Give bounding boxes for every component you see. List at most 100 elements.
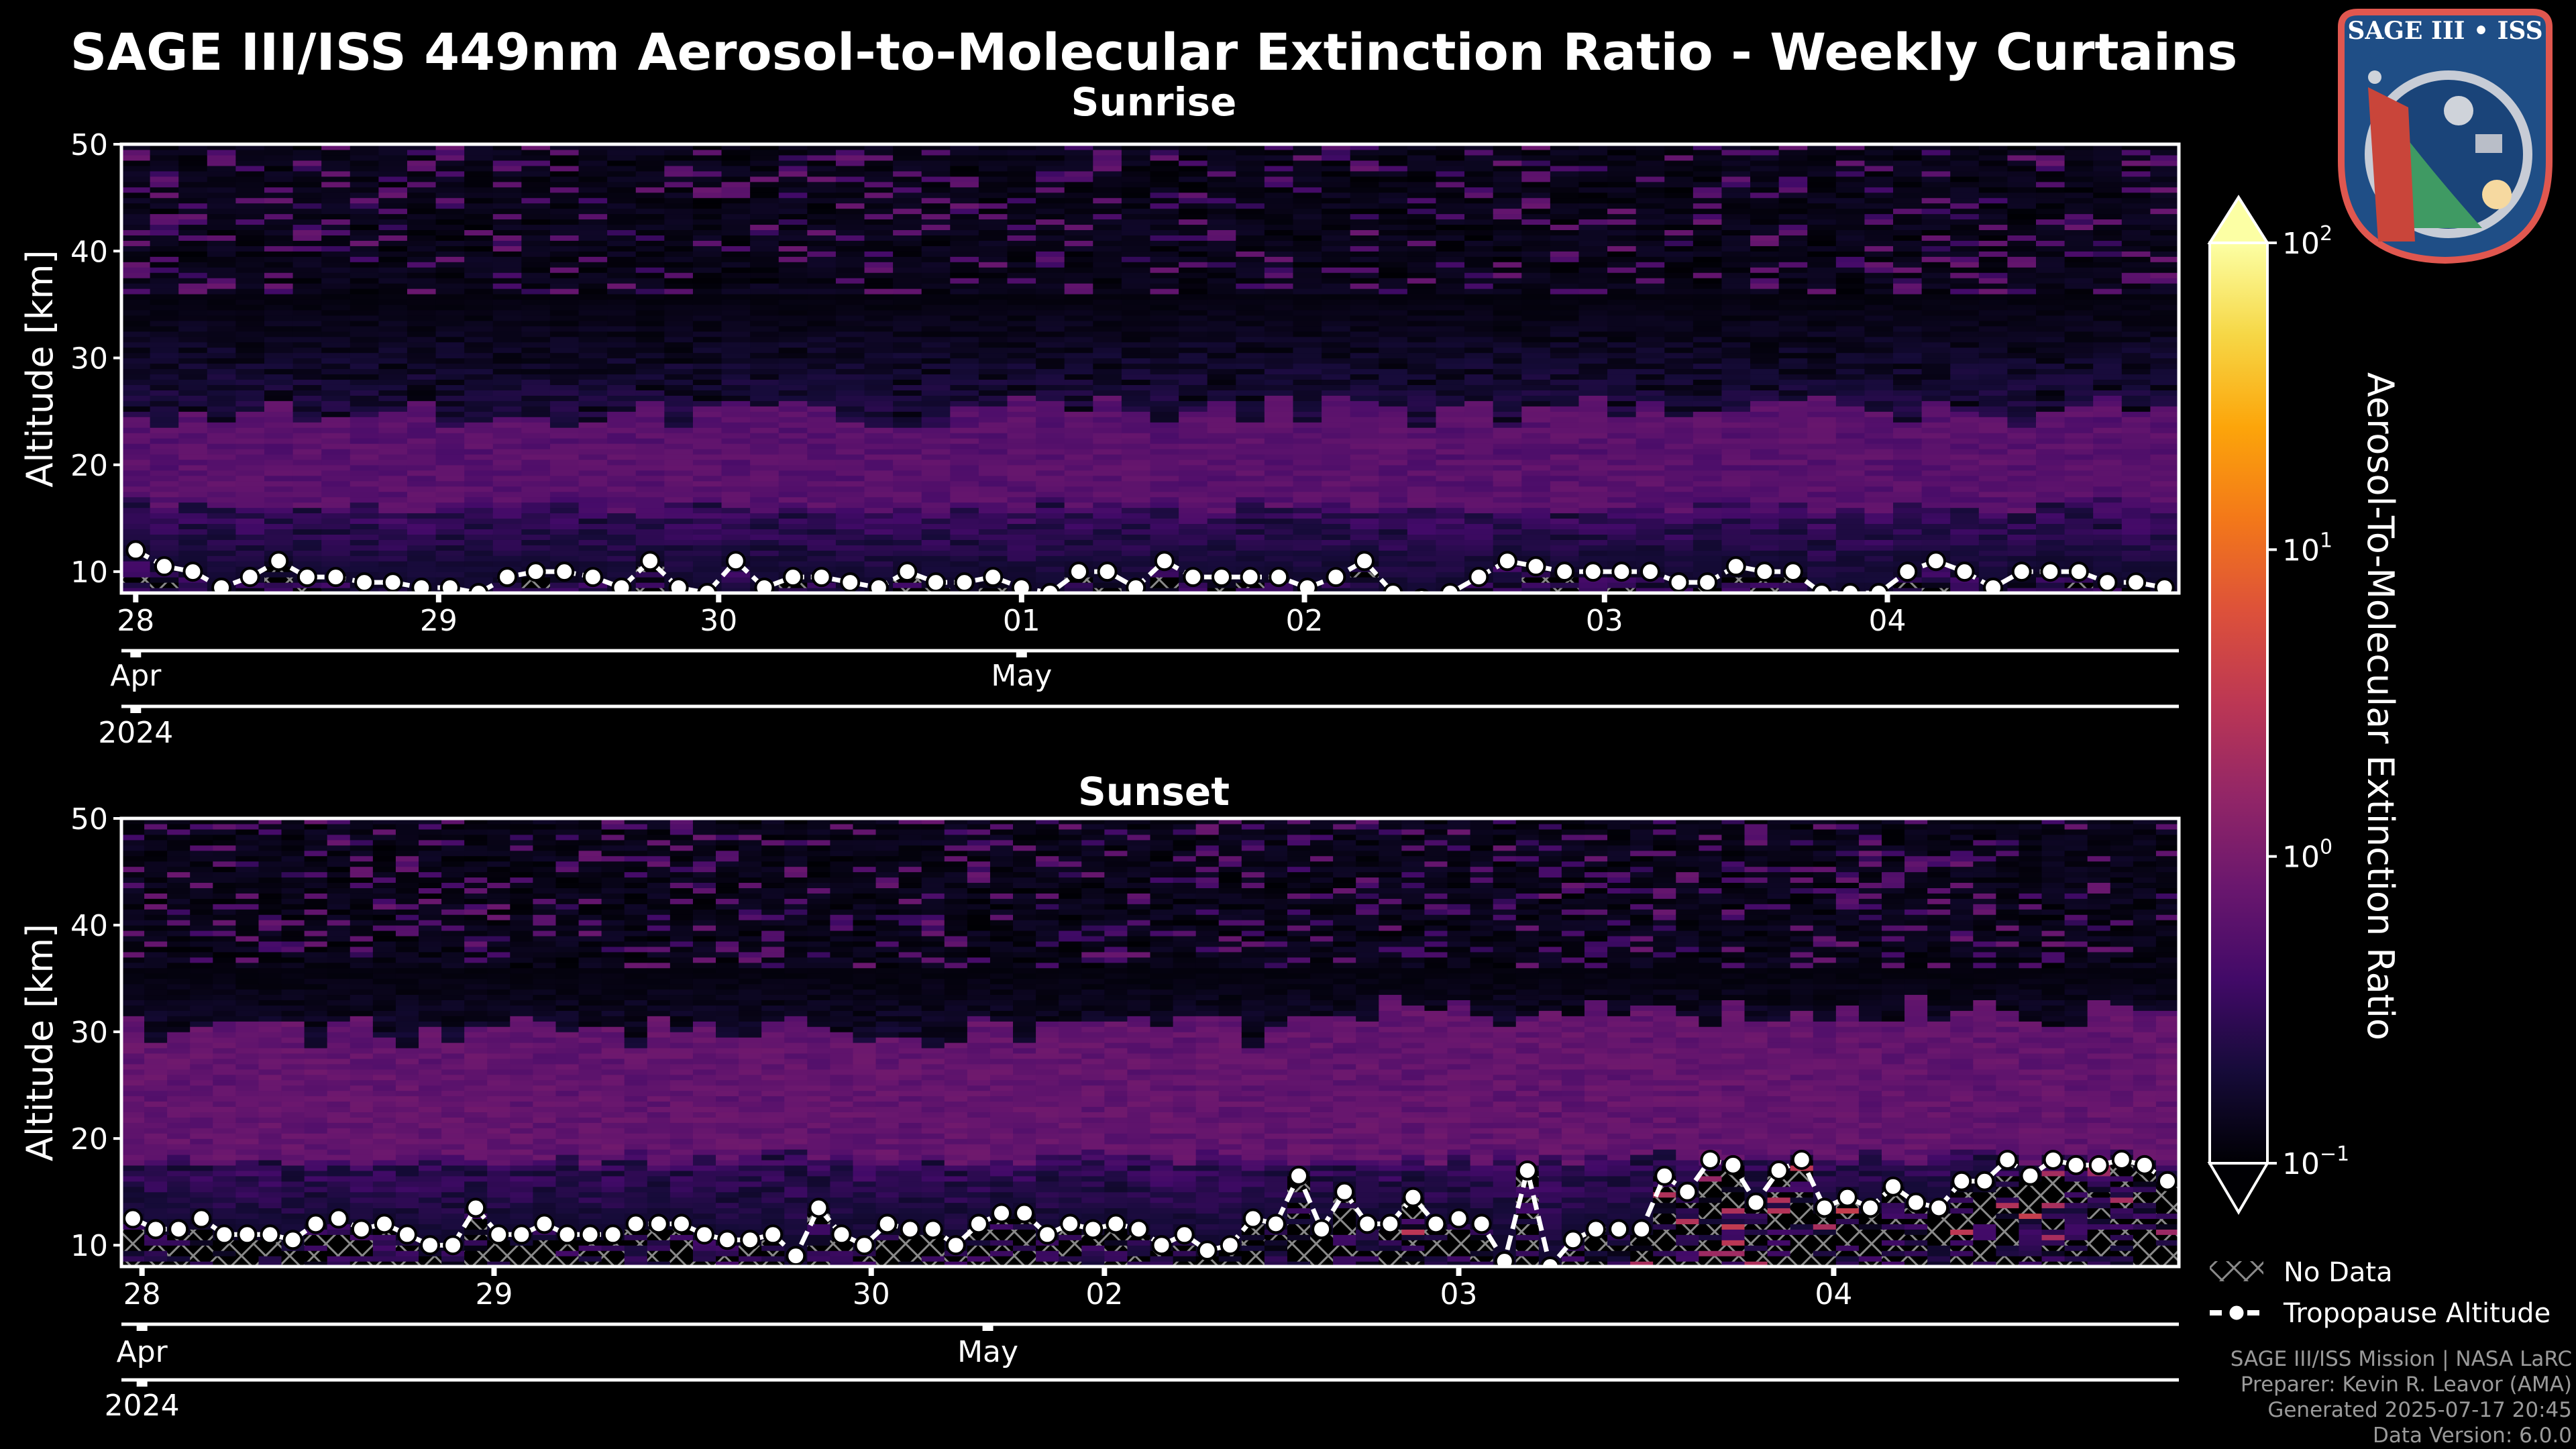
heatmap-cell bbox=[1093, 213, 1122, 220]
heatmap-cell bbox=[350, 539, 379, 545]
heatmap-cell bbox=[635, 299, 665, 305]
heatmap-cell bbox=[1379, 433, 1408, 439]
heatmap-cell bbox=[464, 197, 494, 204]
heatmap-cell bbox=[864, 443, 894, 449]
heatmap-cell bbox=[1635, 363, 1665, 370]
heatmap-cell bbox=[1607, 315, 1637, 321]
heatmap-cell bbox=[178, 363, 208, 370]
heatmap-cell bbox=[264, 417, 294, 423]
heatmap-cell bbox=[264, 534, 294, 540]
heatmap-cell bbox=[721, 299, 751, 305]
heatmap-cell bbox=[235, 256, 265, 262]
heatmap-cell bbox=[835, 246, 865, 252]
heatmap-cell bbox=[1750, 256, 1780, 262]
heatmap-cell bbox=[1550, 507, 1580, 514]
heatmap-cell bbox=[1150, 278, 1179, 284]
heatmap-cell bbox=[407, 315, 437, 321]
heatmap-cell bbox=[1379, 197, 1408, 204]
heatmap-cell bbox=[378, 433, 408, 439]
heatmap-cell bbox=[464, 203, 494, 209]
no-data-cell bbox=[978, 588, 1008, 593]
heatmap-cell bbox=[664, 496, 694, 503]
heatmap-cell bbox=[893, 315, 922, 321]
heatmap-cell bbox=[1093, 550, 1122, 556]
heatmap-cell bbox=[1550, 315, 1580, 321]
heatmap-cell bbox=[1350, 523, 1379, 530]
heatmap-cell bbox=[350, 154, 379, 161]
heatmap-cell bbox=[664, 283, 694, 289]
heatmap-cell bbox=[1750, 390, 1780, 396]
heatmap-cell bbox=[121, 417, 151, 423]
heatmap-cell bbox=[121, 529, 151, 535]
heatmap-cell bbox=[1550, 229, 1580, 235]
heatmap-cell bbox=[1493, 572, 1522, 578]
heatmap-cell bbox=[1064, 347, 1093, 354]
heatmap-cell bbox=[1150, 213, 1179, 220]
heatmap-cell bbox=[607, 438, 637, 444]
heatmap-cell bbox=[1778, 550, 1808, 556]
heatmap-cell bbox=[1721, 256, 1751, 262]
heatmap-cell bbox=[1207, 165, 1236, 172]
heatmap-cell bbox=[1721, 438, 1751, 444]
heatmap-cell bbox=[1121, 550, 1151, 556]
heatmap-cell bbox=[235, 336, 265, 343]
heatmap-cell bbox=[893, 165, 922, 172]
heatmap-cell bbox=[721, 459, 751, 466]
heatmap-cell bbox=[807, 384, 837, 390]
heatmap-cell bbox=[807, 176, 837, 182]
heatmap-cell bbox=[1007, 341, 1036, 348]
heatmap-cell bbox=[492, 149, 522, 156]
heatmap-cell bbox=[178, 154, 208, 161]
heatmap-cell bbox=[1578, 170, 1608, 177]
heatmap-cell bbox=[1036, 464, 1065, 471]
heatmap-cell bbox=[1750, 288, 1780, 294]
heatmap-cell bbox=[549, 251, 580, 257]
heatmap-cell bbox=[321, 208, 351, 215]
heatmap-cell bbox=[1379, 165, 1408, 172]
heatmap-cell bbox=[578, 203, 608, 209]
heatmap-cell bbox=[1207, 224, 1236, 231]
heatmap-cell bbox=[1293, 288, 1322, 294]
heatmap-cell bbox=[1007, 561, 1036, 567]
heatmap-cell bbox=[1664, 433, 1694, 439]
heatmap-cell bbox=[1778, 491, 1808, 498]
heatmap-cell bbox=[1121, 555, 1151, 561]
heatmap-cell bbox=[1064, 165, 1093, 172]
heatmap-cell bbox=[778, 518, 808, 525]
heatmap-cell bbox=[1607, 368, 1637, 375]
heatmap-cell bbox=[1093, 480, 1122, 487]
heatmap-cell bbox=[750, 358, 780, 364]
heatmap-cell bbox=[1578, 550, 1608, 556]
heatmap-cell bbox=[1407, 513, 1437, 519]
heatmap-cell bbox=[435, 309, 465, 316]
heatmap-cell bbox=[264, 475, 294, 482]
heatmap-cell bbox=[1693, 545, 1723, 551]
heatmap-cell bbox=[1179, 496, 1208, 503]
heatmap-cell bbox=[1293, 368, 1322, 375]
no-data-cell bbox=[1521, 577, 1551, 583]
heatmap-cell bbox=[1121, 422, 1151, 428]
heatmap-cell bbox=[1207, 464, 1236, 471]
heatmap-cell bbox=[1121, 246, 1151, 252]
heatmap-cell bbox=[1693, 422, 1723, 428]
heatmap-cell bbox=[378, 502, 408, 508]
heatmap-cell bbox=[1064, 363, 1093, 370]
heatmap-cell bbox=[1635, 203, 1665, 209]
heatmap-cell bbox=[207, 507, 236, 514]
heatmap-cell bbox=[521, 267, 551, 273]
heatmap-cell bbox=[978, 341, 1008, 348]
heatmap-cell bbox=[1350, 374, 1379, 380]
heatmap-cell bbox=[549, 309, 580, 316]
heatmap-cell bbox=[1493, 475, 1522, 482]
heatmap-cell bbox=[1207, 496, 1236, 503]
heatmap-cell bbox=[350, 294, 379, 300]
heatmap-cell bbox=[950, 203, 979, 209]
heatmap-cell bbox=[207, 438, 236, 444]
heatmap-cell bbox=[607, 341, 637, 348]
heatmap-cell bbox=[235, 309, 265, 316]
heatmap-cell bbox=[1350, 272, 1379, 278]
heatmap-cell bbox=[1493, 304, 1522, 311]
heatmap-cell bbox=[978, 438, 1008, 444]
heatmap-cell bbox=[121, 513, 151, 519]
heatmap-cell bbox=[321, 534, 351, 540]
